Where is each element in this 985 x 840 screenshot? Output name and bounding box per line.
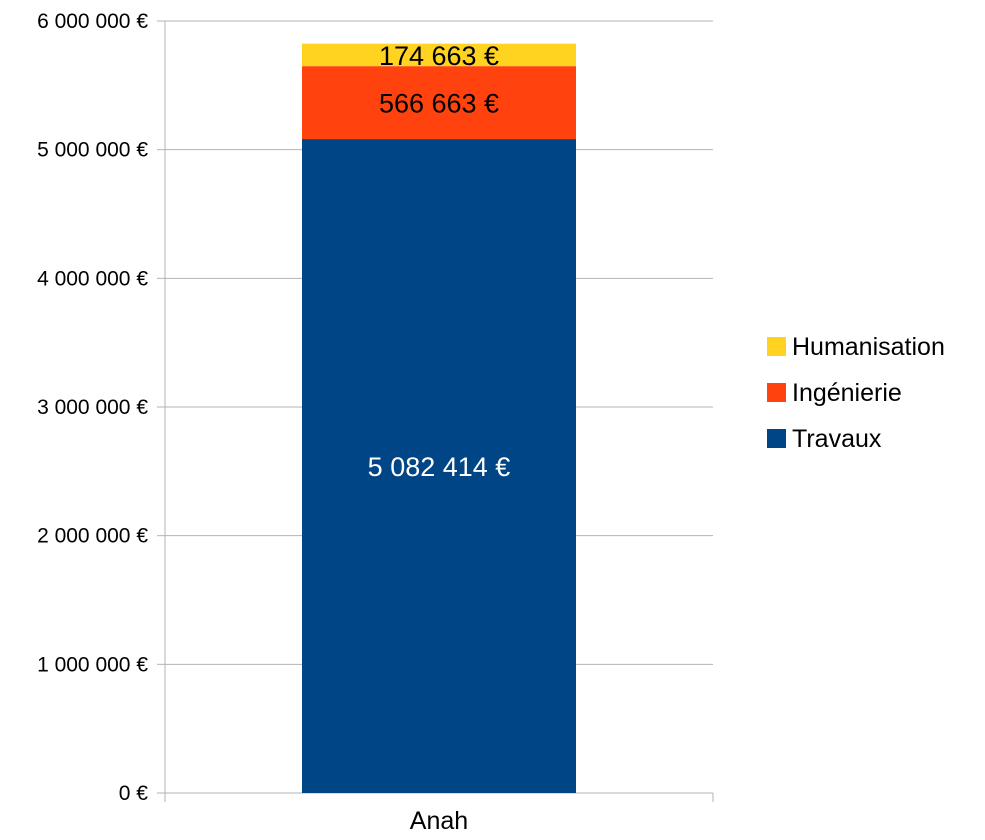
- y-tick-label: 6 000 000 €: [37, 10, 148, 33]
- y-tick-label: 5 000 000 €: [37, 139, 148, 162]
- legend-swatch-travaux: [767, 429, 786, 448]
- y-axis-tick-labels: 0 € 1 000 000 € 2 000 000 € 3 000 000 € 4 00…: [37, 10, 148, 805]
- y-tick-label: 0 €: [119, 782, 149, 805]
- legend: Humanisation Ingénierie Travaux: [767, 333, 945, 453]
- bars: 5 082 414 € 566 663 € 174 663 €: [302, 41, 576, 793]
- x-category-label: Anah: [410, 807, 468, 835]
- y-tick-label: 3 000 000 €: [37, 396, 148, 419]
- bar-segment-humanisation: [302, 43, 576, 67]
- data-label-humanisation: 174 663 €: [379, 41, 499, 71]
- legend-swatch-humanisation: [767, 337, 786, 356]
- y-tick-label: 2 000 000 €: [37, 525, 148, 548]
- data-label-ingénierie: 566 663 €: [379, 89, 499, 119]
- legend-label-humanisation: Humanisation: [792, 333, 945, 361]
- legend-label-travaux: Travaux: [792, 425, 882, 453]
- legend-label-ingénierie: Ingénierie: [792, 379, 902, 407]
- x-axis-category-labels: Anah: [410, 807, 468, 835]
- bar-segment-ingénierie: [302, 66, 576, 140]
- bar-segment-travaux: [302, 139, 576, 793]
- y-tick-label: 4 000 000 €: [37, 267, 148, 290]
- data-label-travaux: 5 082 414 €: [368, 452, 511, 482]
- legend-swatch-ingénierie: [767, 383, 786, 402]
- y-tick-label: 1 000 000 €: [37, 653, 148, 676]
